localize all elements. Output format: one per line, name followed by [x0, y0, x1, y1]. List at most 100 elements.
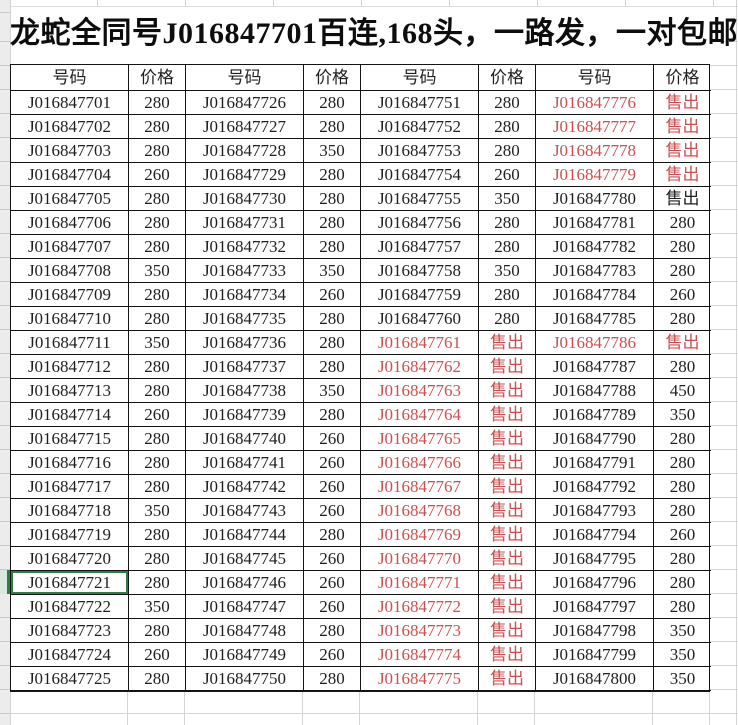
- number-cell[interactable]: J016847714: [11, 403, 129, 427]
- number-cell[interactable]: J016847784: [536, 283, 654, 307]
- number-cell[interactable]: J016847722: [11, 595, 129, 619]
- number-cell[interactable]: J016847779: [536, 163, 654, 187]
- number-cell[interactable]: J016847751: [361, 91, 479, 115]
- price-cell[interactable]: 售出: [479, 571, 536, 595]
- price-cell[interactable]: 280: [304, 619, 361, 643]
- number-cell[interactable]: J016847734: [186, 283, 304, 307]
- price-cell[interactable]: 280: [304, 307, 361, 331]
- price-cell[interactable]: 280: [304, 187, 361, 211]
- price-cell[interactable]: 350: [654, 619, 711, 643]
- price-cell[interactable]: 280: [654, 427, 711, 451]
- number-cell[interactable]: J016847736: [186, 331, 304, 355]
- number-cell[interactable]: J016847707: [11, 235, 129, 259]
- number-cell[interactable]: J016847800: [536, 667, 654, 691]
- number-cell[interactable]: J016847746: [186, 571, 304, 595]
- number-cell[interactable]: J016847709: [11, 283, 129, 307]
- number-cell[interactable]: J016847774: [361, 643, 479, 667]
- price-cell[interactable]: 280: [304, 523, 361, 547]
- price-cell[interactable]: 350: [654, 643, 711, 667]
- price-cell[interactable]: 售出: [654, 331, 711, 355]
- number-cell[interactable]: J016847702: [11, 115, 129, 139]
- number-cell[interactable]: J016847762: [361, 355, 479, 379]
- price-cell[interactable]: 260: [654, 283, 711, 307]
- number-cell[interactable]: J016847789: [536, 403, 654, 427]
- number-cell[interactable]: J016847773: [361, 619, 479, 643]
- number-cell[interactable]: J016847729: [186, 163, 304, 187]
- number-cell[interactable]: J016847759: [361, 283, 479, 307]
- number-cell[interactable]: J016847711: [11, 331, 129, 355]
- price-cell[interactable]: 260: [479, 163, 536, 187]
- number-cell[interactable]: J016847799: [536, 643, 654, 667]
- price-cell[interactable]: 260: [304, 571, 361, 595]
- number-cell[interactable]: J016847763: [361, 379, 479, 403]
- number-cell[interactable]: J016847786: [536, 331, 654, 355]
- number-cell[interactable]: J016847701: [11, 91, 129, 115]
- number-cell[interactable]: J016847775: [361, 667, 479, 691]
- price-cell[interactable]: 350: [129, 331, 186, 355]
- number-cell[interactable]: J016847783: [536, 259, 654, 283]
- price-cell[interactable]: 280: [129, 91, 186, 115]
- price-cell[interactable]: 售出: [479, 451, 536, 475]
- price-cell[interactable]: 售出: [479, 523, 536, 547]
- price-cell[interactable]: 售出: [479, 547, 536, 571]
- number-cell[interactable]: J016847715: [11, 427, 129, 451]
- price-cell[interactable]: 280: [304, 667, 361, 691]
- number-cell[interactable]: J016847776: [536, 91, 654, 115]
- price-cell[interactable]: 260: [304, 475, 361, 499]
- number-cell[interactable]: J016847749: [186, 643, 304, 667]
- number-cell[interactable]: J016847733: [186, 259, 304, 283]
- price-cell[interactable]: 280: [129, 139, 186, 163]
- number-cell[interactable]: J016847725: [11, 667, 129, 691]
- price-cell[interactable]: 280: [479, 211, 536, 235]
- price-cell[interactable]: 260: [304, 595, 361, 619]
- price-cell[interactable]: 260: [304, 427, 361, 451]
- number-cell[interactable]: J016847723: [11, 619, 129, 643]
- price-cell[interactable]: 280: [129, 283, 186, 307]
- column-header-number[interactable]: 号码: [11, 65, 129, 91]
- number-cell[interactable]: J016847740: [186, 427, 304, 451]
- price-cell[interactable]: 350: [304, 379, 361, 403]
- price-cell[interactable]: 260: [304, 643, 361, 667]
- number-cell[interactable]: J016847766: [361, 451, 479, 475]
- number-cell[interactable]: J016847730: [186, 187, 304, 211]
- number-cell[interactable]: J016847791: [536, 451, 654, 475]
- column-header-number[interactable]: 号码: [536, 65, 654, 91]
- number-cell[interactable]: J016847718: [11, 499, 129, 523]
- price-cell[interactable]: 售出: [654, 187, 711, 211]
- price-cell[interactable]: 450: [654, 379, 711, 403]
- price-cell[interactable]: 280: [654, 211, 711, 235]
- price-cell[interactable]: 350: [129, 499, 186, 523]
- number-cell[interactable]: J016847735: [186, 307, 304, 331]
- price-cell[interactable]: 280: [654, 595, 711, 619]
- number-cell[interactable]: J016847768: [361, 499, 479, 523]
- number-cell[interactable]: J016847777: [536, 115, 654, 139]
- number-cell[interactable]: J016847755: [361, 187, 479, 211]
- price-cell[interactable]: 350: [654, 403, 711, 427]
- price-cell[interactable]: 280: [304, 91, 361, 115]
- price-cell[interactable]: 280: [479, 139, 536, 163]
- number-cell[interactable]: J016847771: [361, 571, 479, 595]
- price-cell[interactable]: 280: [304, 355, 361, 379]
- price-cell[interactable]: 280: [304, 235, 361, 259]
- number-cell[interactable]: J016847713: [11, 379, 129, 403]
- price-cell[interactable]: 售出: [654, 115, 711, 139]
- number-cell[interactable]: J016847728: [186, 139, 304, 163]
- number-cell[interactable]: J016847752: [361, 115, 479, 139]
- price-cell[interactable]: 280: [129, 667, 186, 691]
- price-cell[interactable]: 280: [304, 211, 361, 235]
- price-cell[interactable]: 280: [654, 259, 711, 283]
- price-cell[interactable]: 280: [479, 115, 536, 139]
- price-cell[interactable]: 280: [129, 235, 186, 259]
- price-cell[interactable]: 售出: [654, 139, 711, 163]
- number-cell[interactable]: J016847742: [186, 475, 304, 499]
- price-cell[interactable]: 售出: [479, 499, 536, 523]
- price-cell[interactable]: 280: [129, 523, 186, 547]
- number-cell[interactable]: J016847795: [536, 547, 654, 571]
- price-cell[interactable]: 280: [129, 187, 186, 211]
- price-cell[interactable]: 260: [304, 451, 361, 475]
- column-header-price[interactable]: 价格: [304, 65, 361, 91]
- number-cell[interactable]: J016847724: [11, 643, 129, 667]
- price-cell[interactable]: 280: [129, 211, 186, 235]
- number-cell[interactable]: J016847756: [361, 211, 479, 235]
- number-cell[interactable]: J016847721: [11, 571, 129, 595]
